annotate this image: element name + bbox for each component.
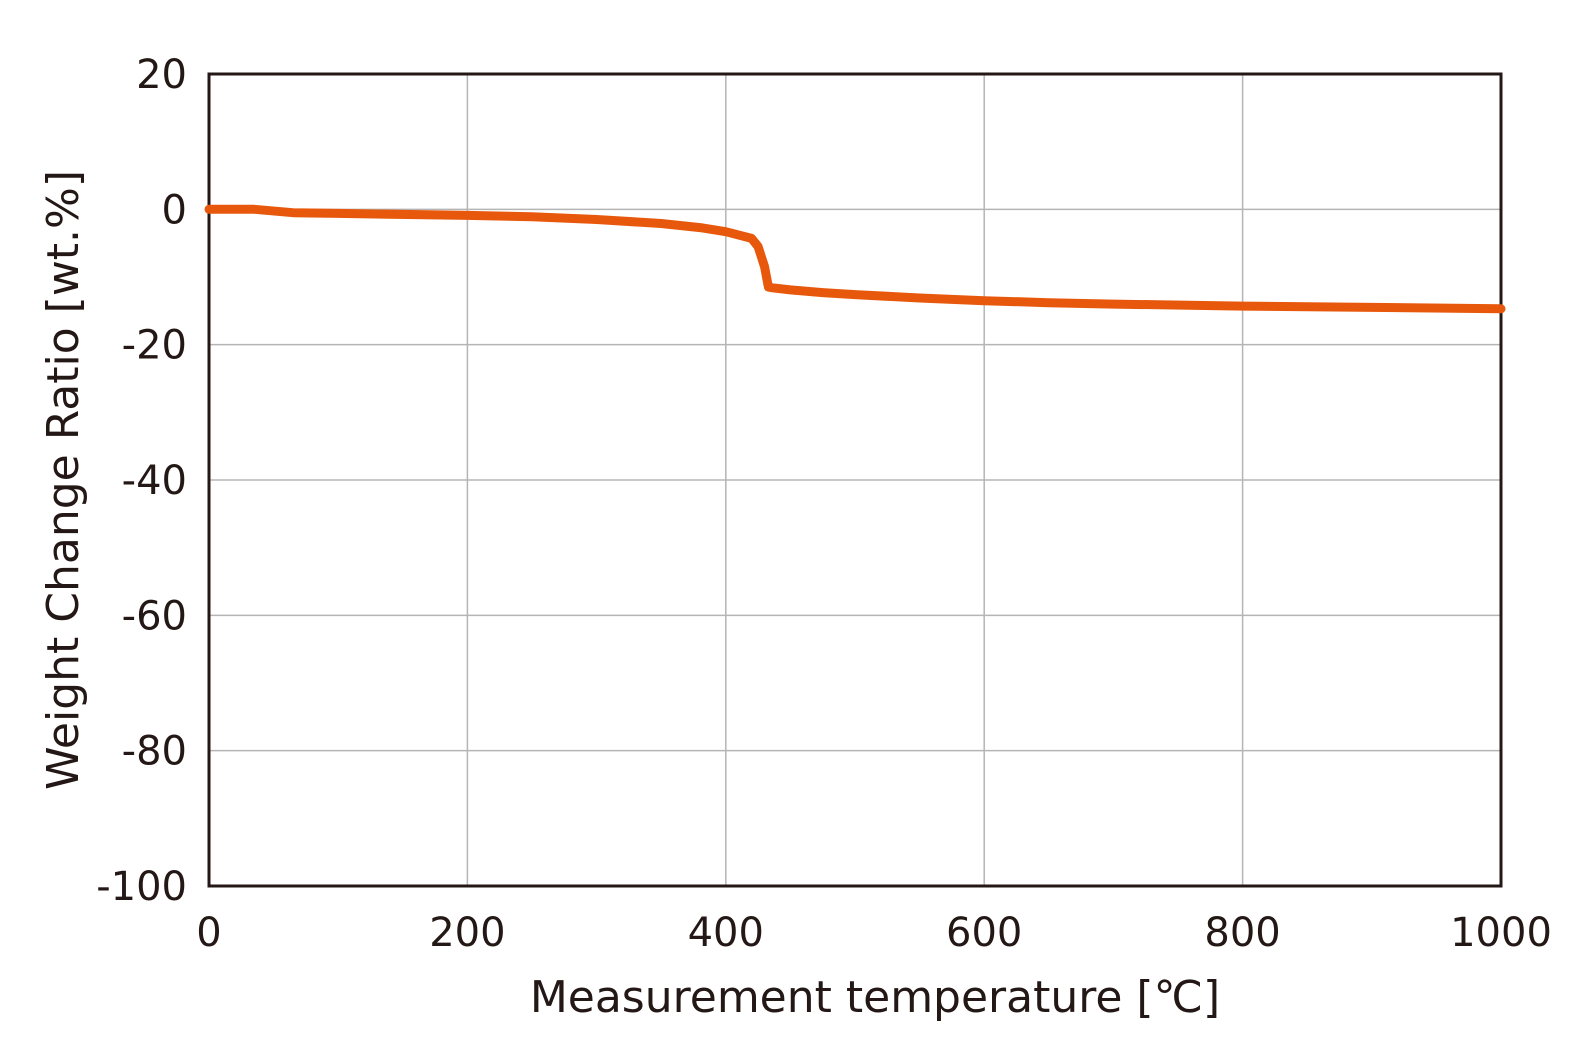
y-axis-label: Weight Change Ratio [wt.%] [38, 170, 89, 790]
y-tick-label: -40 [122, 458, 187, 504]
x-tick-label: 1000 [1450, 910, 1552, 956]
series-line-1 [204, 204, 1506, 314]
plot-frame [207, 72, 1503, 888]
x-tick-labels: 0 200 400 600 800 1000 [196, 910, 1552, 956]
x-tick-label: 200 [429, 910, 505, 956]
x-axis-label: Measurement temperature [℃] [530, 972, 1220, 1023]
y-tick-label: -80 [122, 729, 187, 775]
x-tick-label: 0 [196, 910, 221, 956]
y-tick-labels: 20 0 -20 -40 -60 -80 -100 [96, 52, 187, 910]
grid [209, 74, 1501, 886]
y-tick-label: 20 [136, 52, 187, 98]
y-tick-label: -100 [96, 864, 187, 910]
x-tick-label: 800 [1204, 910, 1280, 956]
y-tick-label: -60 [122, 593, 187, 639]
y-tick-label: -20 [122, 323, 187, 369]
y-tick-label: 0 [162, 187, 187, 233]
x-tick-label: 600 [946, 910, 1022, 956]
series-group [204, 204, 1506, 314]
x-tick-label: 400 [688, 910, 764, 956]
